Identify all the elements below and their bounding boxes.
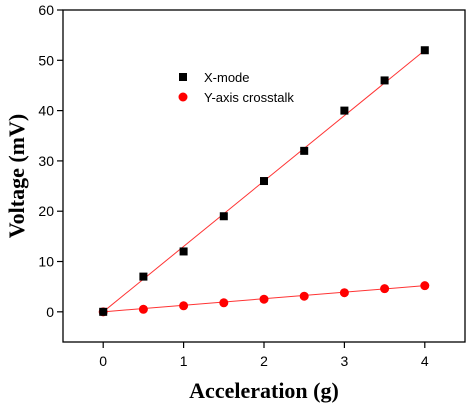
crosstalk-point bbox=[259, 294, 269, 304]
crosstalk-point bbox=[380, 284, 390, 294]
x-tick-label: 4 bbox=[421, 353, 429, 369]
x-tick-label: 2 bbox=[260, 353, 268, 369]
x-mode-point bbox=[380, 76, 389, 85]
x-tick-label: 1 bbox=[180, 353, 188, 369]
crosstalk-point bbox=[138, 304, 148, 314]
x-tick-label: 0 bbox=[99, 353, 107, 369]
y-tick-label: 10 bbox=[38, 254, 54, 270]
x-mode-point bbox=[420, 46, 429, 55]
crosstalk-point bbox=[339, 288, 349, 298]
y-tick-label: 0 bbox=[46, 304, 54, 320]
y-tick-label: 60 bbox=[38, 2, 54, 18]
x-mode-point bbox=[260, 177, 268, 186]
y-tick-label: 20 bbox=[38, 203, 54, 219]
x-mode-point bbox=[340, 106, 349, 115]
x-mode-point bbox=[99, 307, 108, 316]
legend: X-mode Y-axis crosstalk bbox=[178, 70, 294, 105]
data-points bbox=[98, 46, 430, 317]
y-tick-label: 30 bbox=[38, 153, 54, 169]
y-tick-label: 40 bbox=[38, 103, 54, 119]
legend-marker-x-mode bbox=[179, 73, 187, 81]
x-tick-label: 3 bbox=[341, 353, 349, 369]
crosstalk-point bbox=[219, 298, 229, 308]
y-tick-label: 50 bbox=[38, 52, 54, 68]
x-mode-point bbox=[219, 212, 228, 221]
x-mode-point bbox=[179, 247, 188, 256]
plot-frame bbox=[62, 9, 466, 343]
crosstalk-point bbox=[420, 281, 430, 291]
x-axis-title: Acceleration (g) bbox=[189, 378, 339, 403]
crosstalk-point bbox=[299, 291, 309, 301]
crosstalk-point bbox=[179, 301, 189, 311]
x-mode-point bbox=[300, 146, 309, 155]
y-axis-title: Voltage (mV) bbox=[4, 114, 29, 238]
x-mode-point bbox=[139, 272, 148, 281]
legend-label: Y-axis crosstalk bbox=[204, 90, 294, 105]
legend-marker-crosstalk bbox=[178, 92, 188, 102]
legend-label: X-mode bbox=[204, 70, 250, 85]
